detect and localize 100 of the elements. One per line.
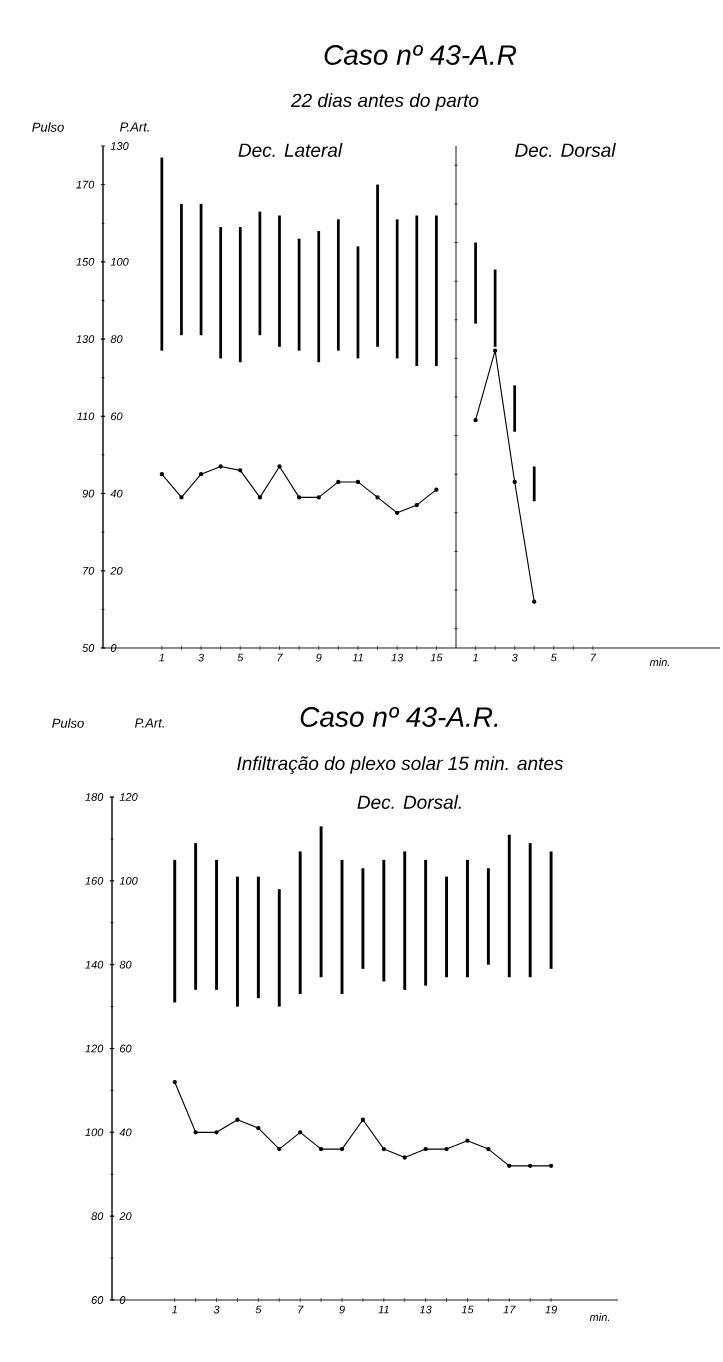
x-tick-label: 3: [511, 653, 518, 662]
x-tick-label: 13: [419, 1305, 432, 1314]
x-tick-label: 9: [339, 1305, 345, 1314]
bar: [528, 843, 532, 978]
point: [214, 1130, 219, 1135]
point: [473, 418, 478, 423]
point: [492, 348, 498, 353]
bar: [465, 859, 469, 978]
y2-tick-label: 20: [110, 566, 123, 575]
y-tick-label: 150: [76, 257, 95, 266]
x-tick-label: 15: [461, 1305, 474, 1314]
y2-tick-label: 120: [119, 793, 138, 801]
y2-tick-label: 80: [119, 960, 132, 969]
x-axis-title: min.: [649, 658, 670, 666]
point: [257, 495, 263, 500]
x-tick-label: 11: [378, 1305, 389, 1314]
bar: [486, 868, 490, 965]
point: [414, 502, 419, 508]
bar: [256, 876, 260, 999]
bar: [507, 834, 511, 978]
bar: [298, 851, 302, 994]
y-tick-label: 90: [82, 489, 95, 498]
x-tick-label: 15: [430, 653, 443, 662]
y2-tick-label: 130: [110, 142, 129, 150]
point: [193, 1130, 198, 1135]
y-tick-label: 120: [85, 1044, 104, 1053]
y2-tick-label: 80: [110, 335, 123, 343]
y-tick-label: 170: [76, 180, 95, 189]
y-tick-label: 50: [82, 644, 95, 652]
y2-tick-label: 100: [110, 257, 129, 266]
bar: [435, 215, 438, 367]
x-tick-label: 11: [352, 653, 363, 662]
y-tick-label: 110: [77, 412, 95, 421]
x-tick-label: 13: [391, 653, 404, 662]
x-tick-label: 5: [255, 1305, 262, 1314]
y-axis-title: Pulso: [32, 122, 64, 132]
point: [381, 1146, 386, 1152]
x-tick-label: 7: [277, 653, 283, 662]
y2-tick-label: 100: [119, 876, 138, 885]
chart-title: Caso nº 43-A.R: [324, 45, 517, 65]
y2-tick-label: 40: [110, 489, 123, 498]
y2-tick-label: 60: [111, 412, 123, 421]
x-tick-label: 7: [590, 653, 597, 662]
point: [238, 468, 243, 473]
point: [339, 1146, 345, 1152]
y-axis-title: Pulso: [52, 718, 84, 728]
point: [355, 479, 361, 485]
point: [375, 495, 380, 500]
y2-tick-label: 20: [119, 1212, 132, 1221]
point: [235, 1117, 240, 1122]
x-tick-label: 1: [159, 653, 164, 662]
bar: [474, 242, 477, 324]
annotation: Dec. Lateral: [238, 143, 343, 157]
x-tick-label: 3: [198, 653, 205, 662]
x-tick-label: 7: [298, 1305, 304, 1314]
bar: [215, 859, 219, 990]
annotation: Dec. Dorsal: [515, 143, 616, 157]
chart-subtitle: 22 dias antes do parto: [290, 93, 479, 111]
x-tick-label: 17: [503, 1305, 516, 1314]
bar: [513, 385, 517, 432]
point: [318, 1146, 324, 1152]
point: [159, 472, 164, 477]
x-axis-title: min.: [589, 1313, 610, 1321]
bar: [194, 843, 198, 990]
point: [402, 1155, 407, 1160]
bar: [395, 219, 399, 359]
y2-tick-label: 0: [119, 1296, 126, 1304]
point: [360, 1117, 366, 1122]
bar: [549, 851, 553, 969]
bar: [382, 859, 386, 982]
bar: [415, 215, 419, 367]
point: [277, 1146, 282, 1152]
bar: [160, 157, 164, 351]
point: [218, 464, 223, 469]
bar: [180, 203, 183, 336]
point: [179, 495, 184, 500]
chart-title: Caso nº 43-A.R.: [300, 707, 498, 727]
y-tick-label: 160: [85, 876, 104, 885]
y-tick-label: 80: [91, 1212, 104, 1221]
bar: [317, 230, 321, 363]
y2-axis-title: P.Art.: [134, 718, 164, 728]
point: [532, 599, 537, 604]
point: [507, 1163, 512, 1169]
bar: [219, 227, 223, 359]
bar: [238, 227, 242, 363]
point: [528, 1163, 533, 1169]
y-tick-label: 60: [91, 1296, 104, 1304]
point: [486, 1146, 491, 1152]
bar: [445, 876, 449, 978]
bar: [319, 826, 323, 978]
bar: [532, 466, 536, 502]
x-tick-label: 5: [550, 653, 557, 662]
bar: [336, 219, 340, 351]
bar: [277, 889, 281, 1007]
y2-tick-label: 60: [120, 1044, 132, 1053]
y2-tick-label: 40: [119, 1128, 132, 1137]
x-tick-label: 1: [171, 1305, 177, 1314]
x-tick-label: 3: [213, 1305, 220, 1314]
bar: [361, 868, 365, 969]
point: [298, 1130, 303, 1135]
